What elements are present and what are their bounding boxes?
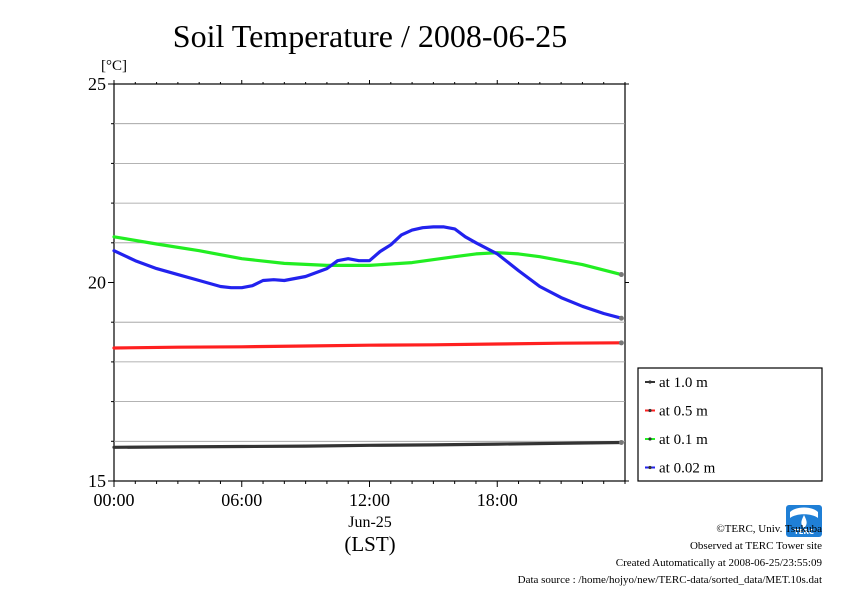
series-end-point bbox=[618, 315, 624, 321]
logo-drop-icon bbox=[801, 515, 807, 528]
series-line bbox=[112, 341, 624, 350]
plot-area bbox=[113, 83, 626, 482]
legend-marker bbox=[648, 437, 652, 441]
x-tick-label: 00:00 bbox=[93, 490, 134, 510]
series-end-point bbox=[618, 272, 624, 278]
x-tick-label: 18:00 bbox=[477, 490, 518, 510]
y-axis-label: [°C] bbox=[101, 58, 127, 74]
y-tick-label: 15 bbox=[88, 471, 106, 491]
series-end-point bbox=[618, 439, 624, 445]
x-axis-ticks: 00:00 06:00 12:00 18:00 bbox=[93, 80, 626, 510]
site-text: Observed at TERC Tower site bbox=[690, 540, 822, 552]
logo-text: TERC bbox=[794, 528, 814, 536]
legend-label: at 1.0 m bbox=[659, 375, 708, 391]
series-line bbox=[112, 235, 624, 277]
legend-marker bbox=[648, 380, 652, 384]
y-tick-label: 20 bbox=[88, 273, 106, 293]
x-tick-label: 06:00 bbox=[221, 490, 262, 510]
series-line bbox=[112, 225, 624, 320]
legend-label: at 0.5 m bbox=[659, 404, 708, 420]
y-tick-label: 25 bbox=[88, 74, 106, 94]
legend-marker bbox=[648, 408, 652, 413]
x-tick-label: 12:00 bbox=[349, 490, 390, 510]
series-end-point bbox=[618, 340, 624, 346]
x-axis-label: (LST) bbox=[344, 532, 395, 556]
terc-logo: TERC bbox=[786, 505, 822, 537]
series-lines bbox=[112, 225, 624, 449]
chart-title: Soil Temperature / 2008-06-25 bbox=[173, 18, 567, 54]
legend-box bbox=[637, 367, 823, 482]
legend: at 1.0 m at 0.5 m at 0.1 m at 0.02 m bbox=[637, 367, 823, 482]
source-text: Data source : /home/hojyo/new/TERC-data/… bbox=[518, 574, 822, 586]
y-axis-ticks: 15 20 25 bbox=[88, 74, 629, 491]
logo-wave-icon bbox=[790, 507, 818, 518]
x-axis-date-label: Jun-25 bbox=[348, 514, 392, 531]
created-text: Created Automatically at 2008-06-25/23:5… bbox=[616, 557, 823, 569]
legend-label: at 0.1 m bbox=[659, 432, 708, 448]
grid-lines bbox=[114, 123, 625, 442]
legend-label: at 0.02 m bbox=[659, 461, 716, 477]
series-line bbox=[112, 440, 624, 449]
legend-marker bbox=[648, 465, 652, 470]
copyright-text: ©TERC, Univ. Tsukuba bbox=[716, 523, 822, 535]
